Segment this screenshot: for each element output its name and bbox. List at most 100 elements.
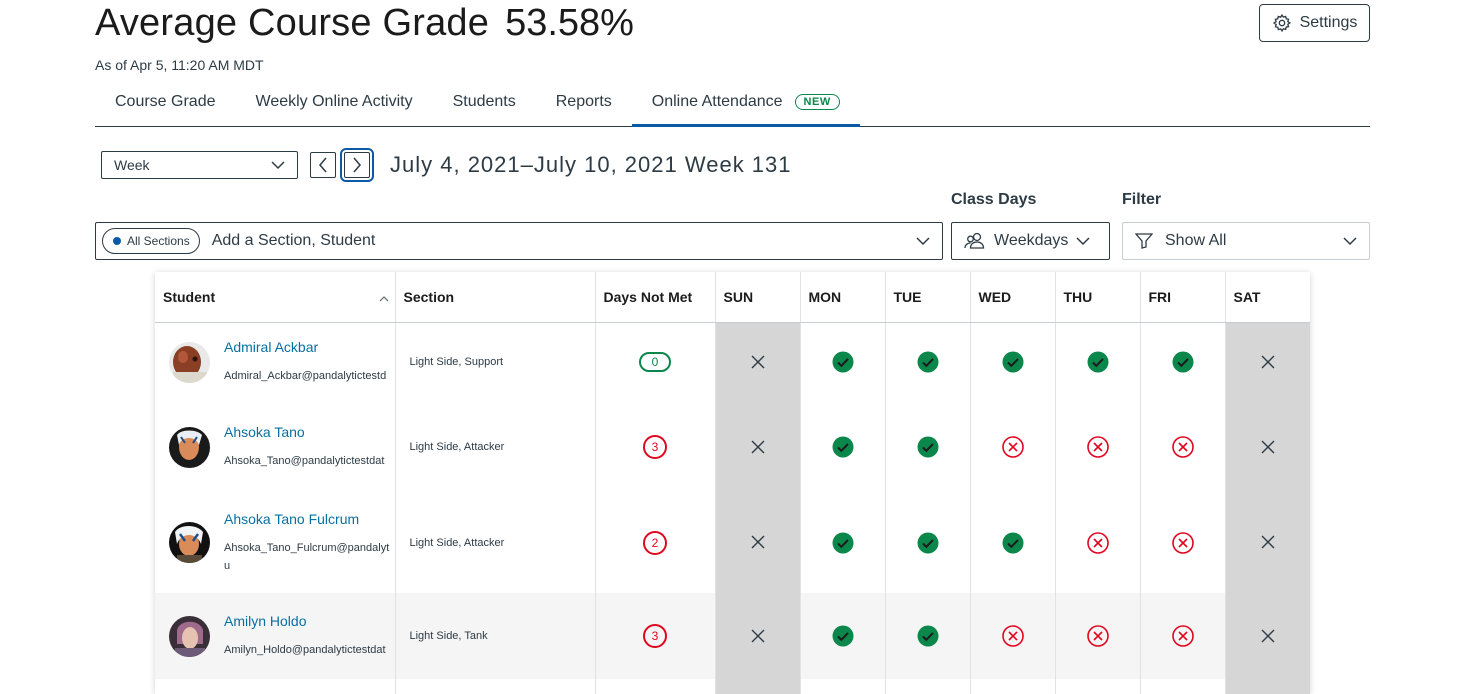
check-circle-icon xyxy=(832,436,853,458)
tab-label: Weekly Online Activity xyxy=(255,93,413,110)
period-select[interactable]: Week xyxy=(101,151,298,179)
x-circle-icon xyxy=(1171,436,1194,458)
student-email: Ahsoka_Tano@pandalytictestdat xyxy=(224,455,385,467)
x-circle-icon xyxy=(1171,625,1194,647)
check-circle-icon xyxy=(917,532,938,553)
table-row: Admiral Ackbar Admiral_Ackbar@pandalytic… xyxy=(155,322,1310,402)
column-header-mon: MON xyxy=(800,272,886,323)
settings-label: Settings xyxy=(1299,14,1358,31)
attendance-cell-sun xyxy=(715,593,801,679)
attendance-cell-tue xyxy=(885,593,971,679)
previous-week-button[interactable] xyxy=(310,152,336,178)
attendance-table: Student Section Days Not Met SUN MON TUE… xyxy=(155,272,1310,694)
tab-label: Online Attendance xyxy=(651,93,783,110)
average-grade-value: 53.58% xyxy=(505,2,634,44)
attendance-cell-fri xyxy=(1140,402,1226,492)
attendance-cell-sat xyxy=(1225,322,1310,402)
check-circle-icon xyxy=(832,625,853,647)
chevron-right-icon xyxy=(353,157,361,173)
attendance-cell-sun xyxy=(715,679,801,694)
tab-online-attendance[interactable]: Online Attendance NEW xyxy=(631,78,860,127)
tab-reports[interactable]: Reports xyxy=(536,78,632,126)
section-cell: Light Side, Tank xyxy=(395,593,596,679)
section-cell: Light Side, Attacker xyxy=(395,402,596,492)
table-row xyxy=(155,679,1310,694)
attendance-cell-tue xyxy=(885,679,971,694)
column-header-days-not-met[interactable]: Days Not Met xyxy=(595,272,716,323)
days-not-met-badge: 3 xyxy=(643,624,667,648)
days-not-met-badge: 3 xyxy=(643,435,667,459)
student-email: Ahsoka_Tano_Fulcrum@pandalyt u xyxy=(224,541,390,572)
x-icon xyxy=(1261,355,1275,369)
users-icon xyxy=(964,232,985,249)
check-circle-icon xyxy=(1172,351,1193,373)
table-row: Ahsoka Tano Fulcrum Ahsoka_Tano_Fulcrum@… xyxy=(155,492,1310,593)
tab-bar: Course Grade Weekly Online Activity Stud… xyxy=(95,78,1370,127)
check-circle-icon xyxy=(1002,532,1023,553)
tab-course-grade[interactable]: Course Grade xyxy=(95,78,236,126)
attendance-cell-thu xyxy=(1055,492,1141,593)
filter-value: Show All xyxy=(1165,232,1227,249)
all-sections-pill[interactable]: All Sections xyxy=(102,228,200,254)
student-name-link[interactable]: Ahsoka Tano xyxy=(224,424,305,440)
class-days-select[interactable]: Weekdays xyxy=(951,222,1110,260)
attendance-cell-mon xyxy=(800,402,886,492)
student-name-link[interactable]: Amilyn Holdo xyxy=(224,613,307,629)
section-student-search[interactable]: All Sections Add a Section, Student xyxy=(95,222,943,260)
student-cell: Ahsoka Tano Fulcrum Ahsoka_Tano_Fulcrum@… xyxy=(155,492,396,593)
column-header-thu: THU xyxy=(1055,272,1141,323)
check-circle-icon xyxy=(832,351,853,373)
days-not-met-cell: 3 xyxy=(595,593,716,679)
table-header-row: Student Section Days Not Met SUN MON TUE… xyxy=(155,272,1310,323)
table-row: Amilyn Holdo Amilyn_Holdo@pandalytictest… xyxy=(155,593,1310,679)
table-row: Ahsoka Tano Ahsoka_Tano@pandalytictestda… xyxy=(155,402,1310,492)
pill-dot-icon xyxy=(113,237,121,245)
page-title-row: Average Course Grade 53.58% xyxy=(95,2,634,45)
days-not-met-cell xyxy=(595,679,716,694)
attendance-cell-thu xyxy=(1055,402,1141,492)
sort-up-icon[interactable] xyxy=(379,295,389,302)
attendance-cell-sun xyxy=(715,492,801,593)
next-week-button[interactable] xyxy=(340,148,374,182)
student-name-link[interactable]: Admiral Ackbar xyxy=(224,339,319,356)
settings-button[interactable]: Settings xyxy=(1259,4,1370,42)
chevron-down-icon[interactable] xyxy=(916,236,930,246)
attendance-cell-wed xyxy=(970,322,1056,402)
filter-select[interactable]: Show All xyxy=(1122,222,1370,260)
days-not-met-badge: 2 xyxy=(643,530,667,555)
attendance-cell-sat xyxy=(1225,402,1310,492)
check-circle-icon xyxy=(917,625,938,647)
x-circle-icon xyxy=(1001,625,1024,647)
attendance-cell-fri xyxy=(1140,679,1226,694)
column-header-sun: SUN xyxy=(715,272,801,323)
student-cell: Amilyn Holdo Amilyn_Holdo@pandalytictest… xyxy=(155,593,396,679)
attendance-cell-mon xyxy=(800,593,886,679)
column-header-fri: FRI xyxy=(1140,272,1226,323)
days-not-met-cell: 3 xyxy=(595,402,716,492)
student-cell: Ahsoka Tano Ahsoka_Tano@pandalytictestda… xyxy=(155,402,396,492)
chevron-down-icon xyxy=(1343,236,1357,245)
column-header-student[interactable]: Student xyxy=(155,272,396,323)
student-name-link[interactable]: Ahsoka Tano Fulcrum xyxy=(224,510,360,527)
attendance-cell-fri xyxy=(1140,593,1226,679)
days-not-met-cell: 0 xyxy=(595,322,716,402)
x-icon xyxy=(751,355,764,369)
attendance-cell-sun xyxy=(715,322,801,402)
days-not-met-badge: 0 xyxy=(639,352,671,373)
tab-label: Course Grade xyxy=(115,93,216,110)
avatar xyxy=(169,426,210,468)
attendance-cell-wed xyxy=(970,402,1056,492)
funnel-icon xyxy=(1135,233,1153,249)
check-circle-icon xyxy=(1087,351,1108,373)
attendance-cell-tue xyxy=(885,492,971,593)
all-sections-label: All Sections xyxy=(127,234,190,248)
chevron-down-icon xyxy=(271,160,285,169)
attendance-cell-mon xyxy=(800,492,886,593)
column-header-section[interactable]: Section xyxy=(395,272,596,323)
tab-weekly-online-activity[interactable]: Weekly Online Activity xyxy=(236,78,433,126)
attendance-cell-wed xyxy=(970,593,1056,679)
search-input[interactable]: Add a Section, Student xyxy=(211,232,376,249)
attendance-cell-thu xyxy=(1055,593,1141,679)
x-icon xyxy=(751,535,764,549)
tab-students[interactable]: Students xyxy=(433,78,536,126)
